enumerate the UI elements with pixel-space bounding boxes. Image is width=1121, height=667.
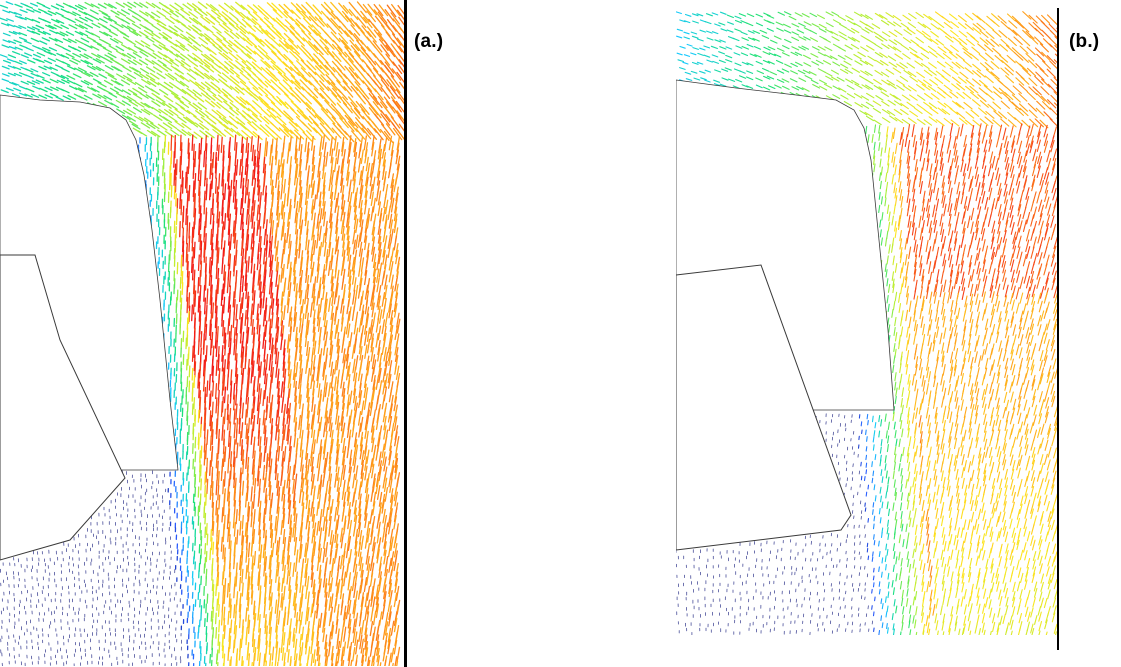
wedge-profile xyxy=(676,264,852,551)
velocity-field-panel-b xyxy=(676,10,1057,635)
divider-line-b xyxy=(1057,8,1059,650)
velocity-arrows xyxy=(676,11,1057,635)
velocity-field-panel-a xyxy=(0,0,404,666)
velocity-field-plot-a xyxy=(0,1,404,666)
panel-label-a: (a.) xyxy=(414,31,444,52)
velocity-arrows xyxy=(0,1,404,666)
wedge-profile xyxy=(0,254,126,561)
velocity-field-plot-b xyxy=(676,11,1057,635)
divider-line-a xyxy=(404,0,407,667)
panel-label-b: (b.) xyxy=(1069,31,1100,52)
